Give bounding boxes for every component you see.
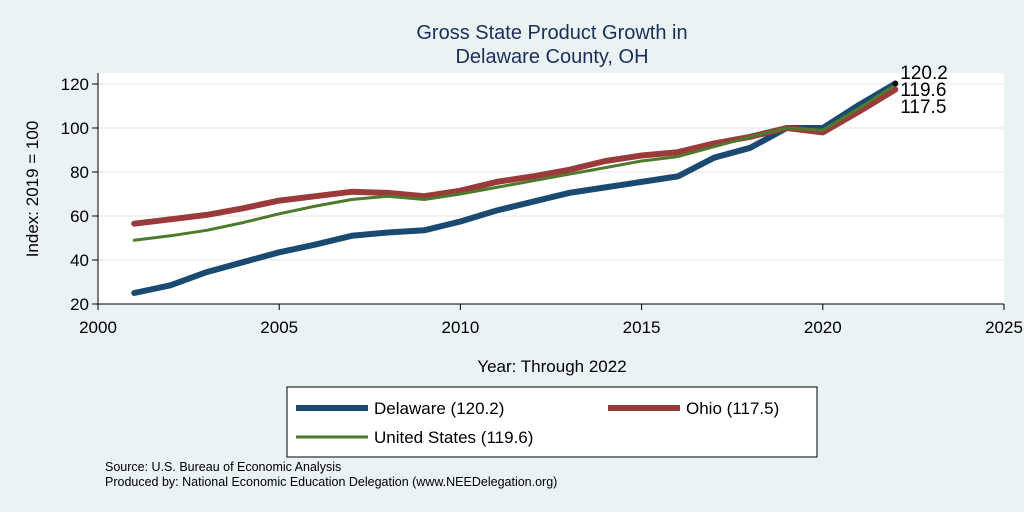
chart-title-line-1: Gross State Product Growth in: [416, 22, 687, 44]
legend-label-delaware: Delaware (120.2): [374, 399, 504, 418]
y-tick-label: 20: [70, 295, 89, 314]
x-tick-label: 2005: [260, 318, 298, 337]
x-tick-label: 2015: [623, 318, 661, 337]
source-note: Source: U.S. Bureau of Economic Analysis: [105, 460, 341, 474]
legend-box: [286, 386, 818, 458]
x-tick-label: 2010: [441, 318, 479, 337]
x-tick-label: 2000: [79, 318, 117, 337]
y-tick-label: 80: [70, 163, 89, 182]
end-label-ohio: 117.5: [900, 97, 946, 118]
end-point-marker: [892, 80, 899, 87]
series-line-united-states: [132, 83, 897, 242]
series-lines: [131, 80, 899, 296]
x-tick-label: 2025: [985, 318, 1023, 337]
x-tick-label: 2020: [804, 318, 842, 337]
legend: Delaware (120.2) Ohio (117.5) United State…: [296, 399, 779, 447]
y-tick-label: 40: [70, 251, 89, 270]
x-axis-title: Year: Through 2022: [477, 357, 626, 376]
axis-ticks: 20 40 60 80 100 120 2000 2005 2010 2015 2020 2025: [61, 75, 1023, 337]
chart-title-line-2: Delaware County, OH: [455, 46, 648, 68]
y-axis-title: Index: 2019 = 100: [23, 121, 42, 258]
y-tick-label: 120: [61, 75, 89, 94]
legend-label-ohio: Ohio (117.5): [686, 399, 779, 418]
end-label-delaware: 120.2: [900, 63, 948, 84]
series-line-delaware: [131, 80, 899, 296]
legend-label-united-states: United States (119.6): [374, 428, 533, 447]
y-tick-label: 100: [61, 119, 89, 138]
end-label-united-states: 119.6: [900, 80, 946, 101]
producer-note: Produced by: National Economic Education…: [105, 475, 557, 489]
y-tick-label: 60: [70, 207, 89, 226]
